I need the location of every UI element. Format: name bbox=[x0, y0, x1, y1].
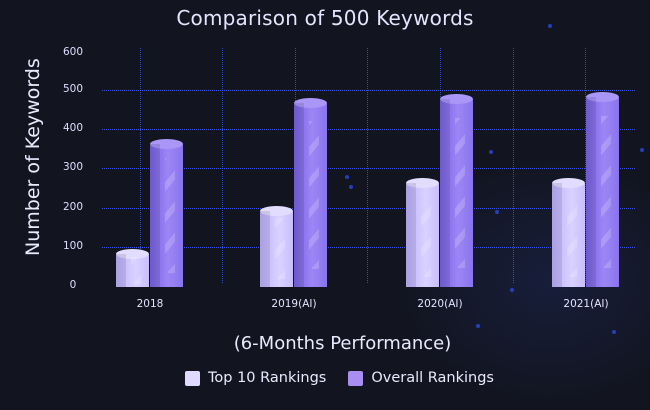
x-tick-label: 2020(AI) bbox=[417, 298, 463, 310]
y-tick-label: 300 bbox=[62, 161, 84, 174]
legend-label-top10: Top 10 Rankings bbox=[208, 370, 327, 386]
h-gridline bbox=[102, 90, 635, 91]
v-gridline bbox=[585, 48, 586, 283]
y-axis-label: Number of Keywords bbox=[22, 58, 44, 256]
x-tick-label: 2018 bbox=[136, 298, 164, 310]
x-tick-label: 2019(AI) bbox=[271, 298, 317, 310]
bar-top10 bbox=[406, 178, 439, 287]
v-gridline bbox=[222, 48, 223, 283]
legend-label-overall: Overall Rankings bbox=[371, 370, 494, 386]
h-gridline bbox=[102, 246, 635, 248]
v-gridline bbox=[367, 48, 368, 283]
legend-item-top10: Top 10 Rankings bbox=[185, 370, 326, 386]
h-gridline bbox=[102, 129, 635, 131]
y-tick-label: 200 bbox=[62, 200, 84, 213]
x-axis-label: (6-Months Performance) bbox=[233, 333, 452, 354]
legend-swatch-overall bbox=[348, 370, 364, 386]
legend-item-overall: Overall Rankings bbox=[348, 370, 494, 386]
legend-swatch-top10 bbox=[185, 370, 200, 386]
h-gridline bbox=[102, 207, 635, 209]
y-tick-label: 500 bbox=[62, 83, 84, 95]
bar-overall bbox=[440, 93, 473, 287]
bar-top10 bbox=[260, 205, 293, 287]
h-gridline bbox=[102, 168, 635, 170]
y-tick-label: 0 bbox=[69, 279, 77, 291]
bar-top10 bbox=[552, 178, 585, 287]
chart-title: Comparison of 500 Keywords bbox=[176, 6, 474, 30]
bar-overall bbox=[586, 91, 619, 287]
x-tick-label: 2021(AI) bbox=[563, 298, 609, 310]
legend: Top 10 Rankings Overall Rankings bbox=[185, 370, 510, 386]
v-gridline bbox=[140, 48, 141, 283]
y-tick-label: 100 bbox=[62, 239, 84, 252]
bar-top10 bbox=[116, 248, 149, 287]
y-tick-label: 400 bbox=[62, 122, 84, 135]
v-gridline bbox=[513, 48, 514, 283]
bar-overall bbox=[150, 138, 183, 287]
bar-overall bbox=[294, 97, 327, 287]
y-tick-label: 600 bbox=[62, 45, 84, 58]
